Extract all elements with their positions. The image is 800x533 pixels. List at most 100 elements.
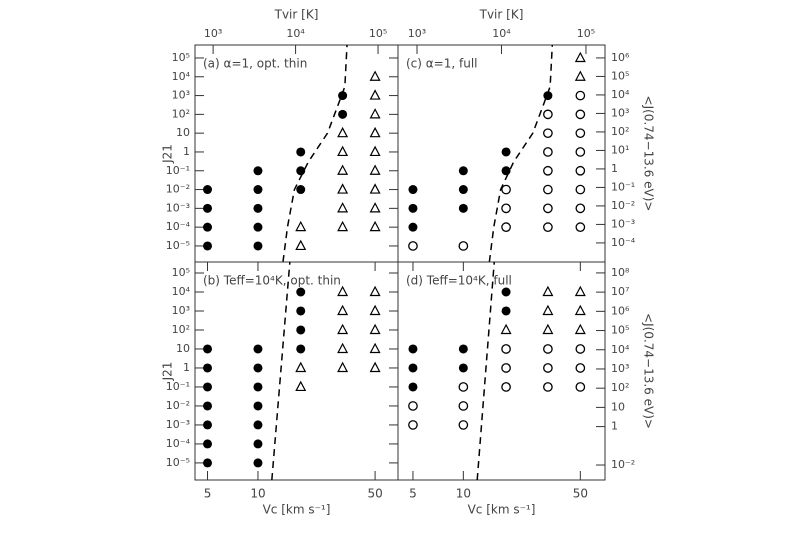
open-point bbox=[543, 109, 553, 120]
y-axis-label: J21 bbox=[161, 144, 175, 164]
triangle-point bbox=[369, 304, 381, 316]
triangle-point bbox=[542, 285, 554, 297]
x-axis-label: Vc [km s⁻¹] bbox=[468, 503, 536, 517]
open-point bbox=[575, 363, 586, 373]
filled-point bbox=[296, 306, 306, 316]
triangle-point bbox=[574, 285, 586, 297]
open-point bbox=[543, 165, 553, 176]
x2-axis-label: Tvir [K] bbox=[479, 8, 524, 22]
triangle-point bbox=[337, 164, 349, 175]
x2-tick-label: 10³ bbox=[408, 27, 426, 40]
open-point bbox=[575, 109, 586, 120]
triangle-point bbox=[369, 342, 381, 354]
y-tick-label: 10 bbox=[176, 342, 190, 355]
triangle-point bbox=[295, 220, 307, 232]
triangle-point bbox=[369, 323, 381, 335]
filled-point bbox=[203, 420, 213, 430]
triangle-point bbox=[337, 342, 349, 354]
y-tick-label: 10⁴ bbox=[172, 70, 191, 83]
y2-axis-label: <J(0.74−13.6 eV)> bbox=[642, 96, 656, 212]
filled-point bbox=[338, 91, 348, 101]
filled-point bbox=[203, 382, 213, 392]
filled-point bbox=[253, 458, 263, 468]
open-point bbox=[408, 241, 418, 251]
open-point bbox=[575, 203, 586, 214]
filled-point bbox=[408, 382, 418, 392]
filled-point bbox=[203, 241, 213, 251]
y2-tick-label: 10⁷ bbox=[611, 285, 629, 298]
y2-tick-label: 10 bbox=[611, 400, 625, 413]
y2-tick-label: 10² bbox=[611, 125, 629, 138]
open-point bbox=[575, 222, 586, 233]
y-tick-label: 10³ bbox=[172, 89, 190, 102]
triangle-point bbox=[337, 183, 349, 194]
filled-point bbox=[408, 185, 418, 195]
y2-tick-label: 10⁴ bbox=[611, 343, 630, 356]
open-point bbox=[408, 420, 418, 430]
triangle-point bbox=[574, 70, 586, 81]
filled-point bbox=[253, 363, 263, 373]
open-point bbox=[501, 184, 511, 195]
triangle-point bbox=[369, 126, 381, 138]
dashed-curve bbox=[488, 44, 554, 263]
triangle-point bbox=[542, 323, 554, 335]
open-point bbox=[575, 90, 586, 101]
filled-point bbox=[296, 287, 306, 297]
y2-tick-label: 10⁻³ bbox=[611, 217, 635, 230]
y-tick-label: 10⁵ bbox=[172, 51, 190, 64]
open-point bbox=[458, 241, 469, 251]
filled-point bbox=[458, 166, 468, 176]
y-tick-label: 10² bbox=[172, 107, 190, 120]
y2-tick-label: 10⁵ bbox=[611, 69, 629, 82]
y2-tick-label: 10⁻⁴ bbox=[611, 236, 636, 249]
triangle-point bbox=[369, 108, 381, 119]
open-point bbox=[543, 222, 553, 233]
y2-tick-label: 10⁶ bbox=[611, 51, 630, 64]
filled-point bbox=[253, 166, 263, 176]
y-tick-label: 10² bbox=[172, 323, 190, 336]
triangle-point bbox=[369, 361, 381, 373]
filled-point bbox=[501, 166, 511, 176]
filled-point bbox=[458, 363, 468, 373]
open-point bbox=[543, 184, 553, 195]
y-tick-label: 10⁻³ bbox=[166, 418, 190, 431]
filled-point bbox=[458, 203, 468, 213]
filled-point bbox=[501, 147, 511, 157]
x-tick-label: 50 bbox=[367, 487, 382, 501]
filled-point bbox=[253, 382, 263, 392]
filled-point bbox=[203, 401, 213, 411]
open-point bbox=[575, 147, 586, 157]
filled-point bbox=[408, 203, 418, 213]
y-tick-label: 10⁻² bbox=[166, 399, 190, 412]
y2-tick-label: 10⁻² bbox=[611, 199, 635, 212]
dashed-curve bbox=[271, 261, 291, 481]
triangle-point bbox=[295, 380, 307, 392]
open-point bbox=[543, 147, 553, 157]
y2-tick-label: 10⁻¹ bbox=[611, 180, 635, 193]
y-tick-label: 10⁻¹ bbox=[166, 164, 190, 177]
y-tick-label: 10⁻⁴ bbox=[166, 437, 191, 450]
filled-point bbox=[296, 185, 306, 195]
triangle-point bbox=[337, 304, 349, 316]
triangle-point bbox=[295, 361, 307, 373]
filled-point bbox=[296, 166, 306, 176]
y2-tick-label: 10¹ bbox=[611, 143, 629, 156]
panel-title: (b) Teff=10⁴K, opt. thin bbox=[203, 274, 341, 288]
y2-tick-label: 10⁻² bbox=[611, 458, 635, 471]
y-tick-label: 10⁻² bbox=[166, 183, 190, 196]
filled-point bbox=[203, 222, 213, 232]
filled-point bbox=[408, 344, 418, 354]
triangle-point bbox=[337, 126, 349, 138]
y2-axis-label: <J(0.74−13.6 eV)> bbox=[642, 313, 656, 429]
triangle-point bbox=[337, 220, 349, 232]
filled-point bbox=[501, 287, 511, 297]
filled-point bbox=[203, 439, 213, 449]
filled-point bbox=[253, 439, 263, 449]
y-tick-label: 10 bbox=[176, 126, 190, 139]
x2-tick-label: 10⁵ bbox=[369, 27, 387, 40]
y-axis-label: J21 bbox=[161, 362, 175, 382]
filled-point bbox=[203, 185, 213, 195]
triangle-point bbox=[500, 323, 512, 335]
y2-tick-label: 1 bbox=[611, 420, 618, 433]
open-point bbox=[575, 184, 586, 195]
